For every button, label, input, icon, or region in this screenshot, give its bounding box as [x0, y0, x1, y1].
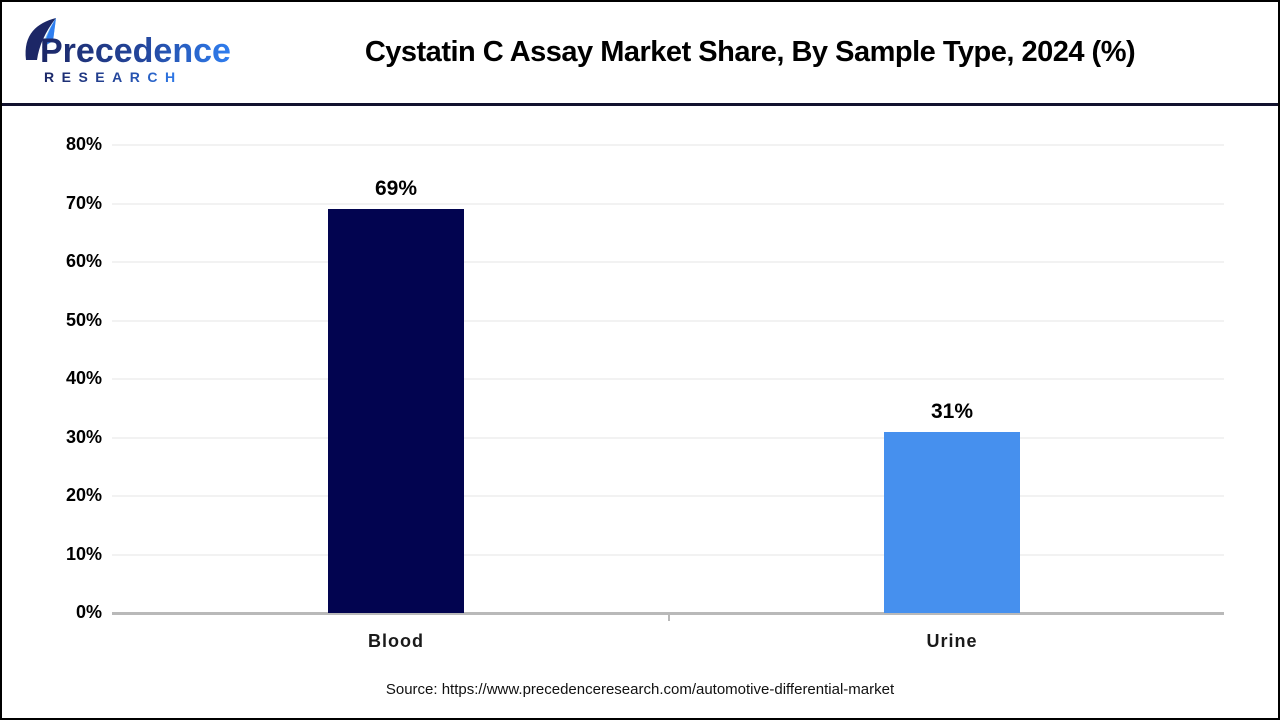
gridline-40%	[112, 378, 1224, 380]
source-attribution: Source: https://www.precedenceresearch.c…	[385, 681, 895, 698]
chart-title: Cystatin C Assay Market Share, By Sample…	[364, 36, 1136, 68]
logo-leaf-icon	[25, 18, 56, 60]
y-axis-label-0%: 0%	[75, 602, 102, 622]
x-axis-category-urine: Urine	[926, 631, 978, 651]
x-axis-boundary-tick	[668, 614, 670, 621]
logo-subtitle: RESEARCH	[44, 69, 183, 85]
gridline-20%	[112, 495, 1224, 497]
header-divider-line	[2, 103, 1278, 106]
y-axis-label-40%: 40%	[65, 368, 102, 388]
x-axis-line	[112, 612, 1224, 615]
gridline-30%	[112, 436, 1224, 439]
bar-urine	[884, 431, 1020, 613]
bar-blood	[328, 209, 464, 613]
gridline-60%	[112, 261, 1224, 263]
gridline-70%	[112, 202, 1224, 205]
y-axis-label-10%: 10%	[65, 543, 102, 564]
gridline-80%	[112, 144, 1224, 146]
logo-wordmark: Precedence	[40, 32, 230, 70]
bar-value-label-blood: 69%	[374, 177, 418, 201]
gridline-50%	[112, 319, 1224, 322]
gridline-10%	[112, 553, 1224, 556]
y-axis-label-50%: 50%	[65, 309, 102, 330]
header: Precedence RESEARCH Cystatin C Assay Mar…	[2, 2, 1278, 101]
precedence-research-logo: Precedence RESEARCH	[20, 16, 231, 93]
y-axis-label-70%: 70%	[65, 192, 102, 213]
bar-value-label-urine: 31%	[930, 399, 974, 423]
y-axis-label-20%: 20%	[65, 485, 102, 505]
y-axis-label-60%: 60%	[65, 251, 102, 271]
y-axis-label-30%: 30%	[65, 426, 102, 447]
y-axis-label-80%: 80%	[65, 134, 102, 154]
x-axis-category-blood: Blood	[368, 631, 424, 651]
logo-graphic: Precedence RESEARCH	[25, 18, 231, 85]
